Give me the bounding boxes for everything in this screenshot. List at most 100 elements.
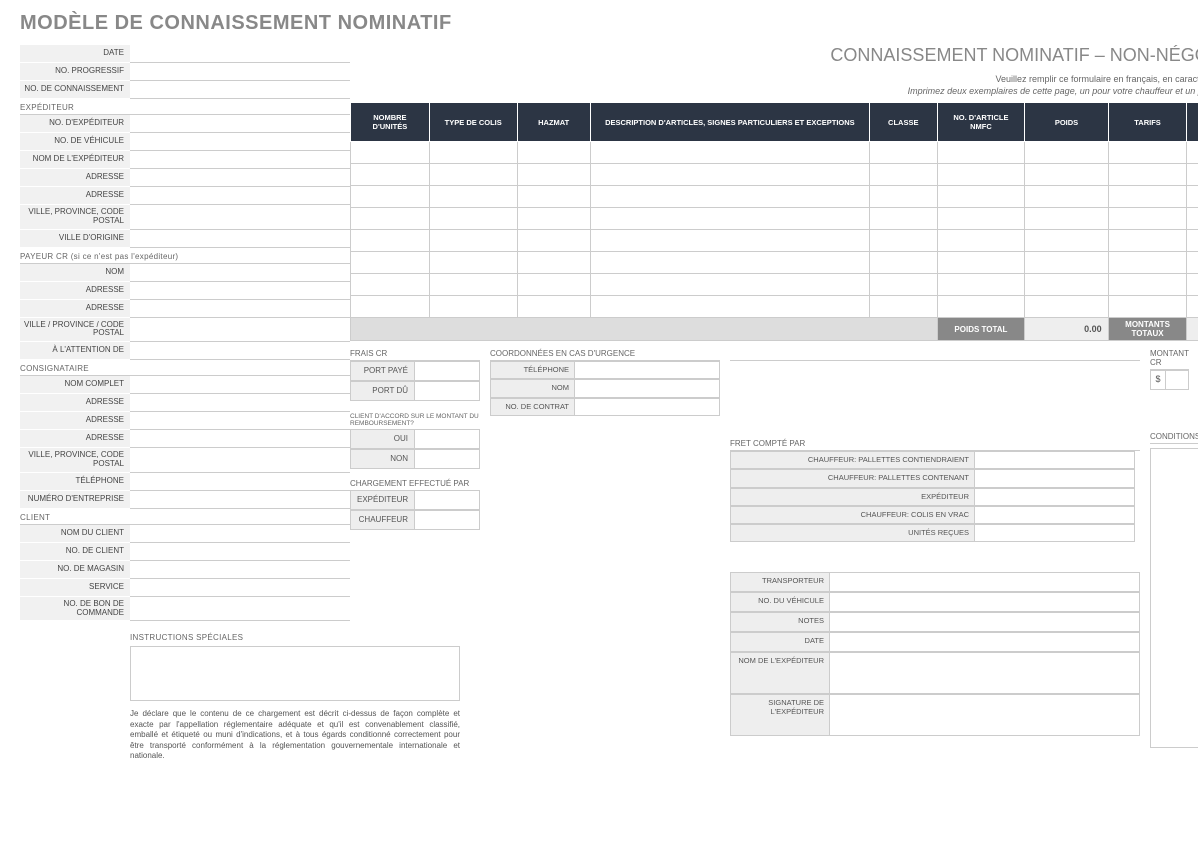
top-1-input[interactable] xyxy=(130,63,350,81)
items-cell-3-6[interactable] xyxy=(1025,208,1108,230)
items-cell-0-7[interactable] xyxy=(1108,142,1187,164)
expediteur-1-input[interactable] xyxy=(130,133,350,151)
carrier-2-input[interactable] xyxy=(830,612,1140,632)
items-cell-6-1[interactable] xyxy=(429,274,517,296)
items-cell-4-3[interactable] xyxy=(590,230,869,252)
items-cell-7-8[interactable]: 0.00 xyxy=(1187,296,1198,318)
items-cell-7-7[interactable] xyxy=(1108,296,1187,318)
carrier-1-input[interactable] xyxy=(830,592,1140,612)
expediteur-6-input[interactable] xyxy=(130,230,350,248)
accord-1-input[interactable] xyxy=(415,449,480,469)
items-cell-2-4[interactable] xyxy=(869,186,937,208)
items-cell-7-1[interactable] xyxy=(429,296,517,318)
payeur-2-input[interactable] xyxy=(130,300,350,318)
items-cell-0-6[interactable] xyxy=(1025,142,1108,164)
items-cell-0-4[interactable] xyxy=(869,142,937,164)
client-2-input[interactable] xyxy=(130,561,350,579)
carrier-4-input[interactable] xyxy=(830,652,1140,694)
items-cell-3-3[interactable] xyxy=(590,208,869,230)
items-cell-2-6[interactable] xyxy=(1025,186,1108,208)
items-cell-1-3[interactable] xyxy=(590,164,869,186)
payeur-4-input[interactable] xyxy=(130,342,350,360)
client-0-input[interactable] xyxy=(130,525,350,543)
carrier-5-input[interactable] xyxy=(830,694,1140,736)
items-cell-1-7[interactable] xyxy=(1108,164,1187,186)
items-cell-2-0[interactable] xyxy=(351,186,430,208)
items-cell-7-6[interactable] xyxy=(1025,296,1108,318)
items-cell-3-7[interactable] xyxy=(1108,208,1187,230)
items-cell-7-0[interactable] xyxy=(351,296,430,318)
consignataire-0-input[interactable] xyxy=(130,376,350,394)
items-cell-1-4[interactable] xyxy=(869,164,937,186)
items-cell-0-5[interactable] xyxy=(937,142,1025,164)
items-cell-6-8[interactable]: 0.00 xyxy=(1187,274,1198,296)
consignataire-5-input[interactable] xyxy=(130,473,350,491)
fret-2-input[interactable] xyxy=(975,488,1135,506)
items-cell-5-3[interactable] xyxy=(590,252,869,274)
consignataire-4-input[interactable] xyxy=(130,448,350,473)
items-cell-7-4[interactable] xyxy=(869,296,937,318)
top-0-input[interactable] xyxy=(130,45,350,63)
expediteur-4-input[interactable] xyxy=(130,187,350,205)
items-cell-5-7[interactable] xyxy=(1108,252,1187,274)
items-cell-2-8[interactable]: 0.00 xyxy=(1187,186,1198,208)
items-cell-4-2[interactable] xyxy=(517,230,590,252)
items-cell-3-1[interactable] xyxy=(429,208,517,230)
items-cell-0-2[interactable] xyxy=(517,142,590,164)
items-cell-4-1[interactable] xyxy=(429,230,517,252)
items-cell-4-8[interactable]: 0.00 xyxy=(1187,230,1198,252)
expediteur-0-input[interactable] xyxy=(130,115,350,133)
chargement-1-input[interactable] xyxy=(415,510,480,530)
items-cell-2-5[interactable] xyxy=(937,186,1025,208)
contact-0-input[interactable] xyxy=(575,361,720,379)
items-cell-0-0[interactable] xyxy=(351,142,430,164)
carrier-0-input[interactable] xyxy=(830,572,1140,592)
items-cell-6-0[interactable] xyxy=(351,274,430,296)
expediteur-5-input[interactable] xyxy=(130,205,350,230)
items-cell-1-0[interactable] xyxy=(351,164,430,186)
carrier-3-input[interactable] xyxy=(830,632,1140,652)
items-cell-5-1[interactable] xyxy=(429,252,517,274)
fret-3-input[interactable] xyxy=(975,506,1135,524)
items-cell-1-2[interactable] xyxy=(517,164,590,186)
payeur-1-input[interactable] xyxy=(130,282,350,300)
items-cell-6-3[interactable] xyxy=(590,274,869,296)
items-cell-5-0[interactable] xyxy=(351,252,430,274)
fret-1-input[interactable] xyxy=(975,469,1135,487)
fret-4-input[interactable] xyxy=(975,524,1135,542)
items-cell-0-8[interactable]: 0.00 xyxy=(1187,142,1198,164)
top-2-input[interactable] xyxy=(130,81,350,99)
items-cell-5-8[interactable]: 0.00 xyxy=(1187,252,1198,274)
items-cell-4-7[interactable] xyxy=(1108,230,1187,252)
items-cell-5-5[interactable] xyxy=(937,252,1025,274)
consignataire-2-input[interactable] xyxy=(130,412,350,430)
items-cell-2-7[interactable] xyxy=(1108,186,1187,208)
conditions-box[interactable] xyxy=(1150,448,1198,748)
client-3-input[interactable] xyxy=(130,579,350,597)
items-cell-1-1[interactable] xyxy=(429,164,517,186)
items-cell-6-5[interactable] xyxy=(937,274,1025,296)
payeur-0-input[interactable] xyxy=(130,264,350,282)
frais-0-input[interactable] xyxy=(415,361,480,381)
accord-0-input[interactable] xyxy=(415,429,480,449)
items-cell-0-3[interactable] xyxy=(590,142,869,164)
client-4-input[interactable] xyxy=(130,597,350,622)
items-cell-2-3[interactable] xyxy=(590,186,869,208)
consignataire-6-input[interactable] xyxy=(130,491,350,509)
items-cell-4-4[interactable] xyxy=(869,230,937,252)
items-cell-1-6[interactable] xyxy=(1025,164,1108,186)
fret-0-input[interactable] xyxy=(975,451,1135,469)
items-cell-4-0[interactable] xyxy=(351,230,430,252)
items-cell-4-5[interactable] xyxy=(937,230,1025,252)
items-cell-6-4[interactable] xyxy=(869,274,937,296)
expediteur-3-input[interactable] xyxy=(130,169,350,187)
items-cell-6-7[interactable] xyxy=(1108,274,1187,296)
consignataire-3-input[interactable] xyxy=(130,430,350,448)
items-cell-7-2[interactable] xyxy=(517,296,590,318)
items-cell-5-2[interactable] xyxy=(517,252,590,274)
chargement-0-input[interactable] xyxy=(415,490,480,510)
items-cell-7-5[interactable] xyxy=(937,296,1025,318)
items-cell-6-6[interactable] xyxy=(1025,274,1108,296)
items-cell-3-2[interactable] xyxy=(517,208,590,230)
payeur-3-input[interactable] xyxy=(130,318,350,343)
